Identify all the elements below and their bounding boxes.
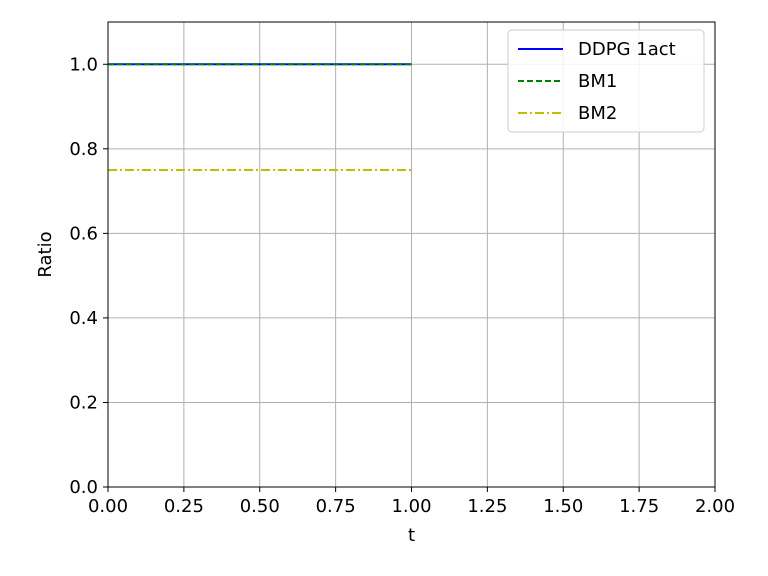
y-tick-label: 0.2: [69, 392, 98, 413]
series-layer: [108, 63, 412, 171]
legend-entry: BM1: [578, 71, 617, 92]
x-tick-label: 2.00: [695, 496, 735, 517]
y-tick-label: 0.8: [69, 139, 98, 160]
y-tick-label: 1.0: [69, 54, 98, 75]
legend-box: [507, 29, 705, 133]
x-tick-label: 1.00: [391, 496, 431, 517]
y-tick-label: 0.6: [69, 223, 98, 244]
legend: DDPG 1act BM1 BM2: [507, 29, 705, 133]
x-tick-label: 0.50: [240, 496, 280, 517]
x-axis: 0.00 0.25 0.50 0.75 1.00 1.25 1.50 1.75 2.00: [88, 487, 735, 517]
x-tick-label: 1.25: [467, 496, 507, 517]
x-tick-label: 0.25: [164, 496, 204, 517]
y-tick-label: 0.4: [69, 308, 98, 329]
y-axis: 0.0 0.2 0.4 0.6 0.8 1.0: [69, 54, 108, 498]
x-tick-label: 1.50: [543, 496, 583, 517]
y-axis-label: Ratio: [35, 231, 56, 277]
x-tick-label: 1.75: [619, 496, 659, 517]
x-axis-label: t: [408, 525, 415, 546]
y-tick-label: 0.0: [69, 477, 98, 498]
legend-entry: DDPG 1act: [578, 39, 676, 60]
legend-entry: BM2: [578, 103, 617, 124]
x-tick-label: 0.00: [88, 496, 128, 517]
grid: [107, 22, 716, 488]
x-tick-label: 0.75: [316, 496, 356, 517]
